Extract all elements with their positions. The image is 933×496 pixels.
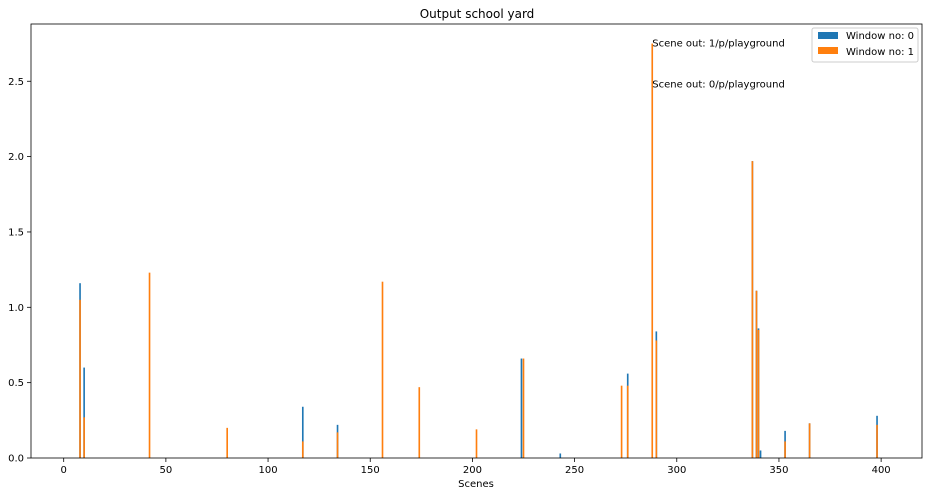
bar-window-1 bbox=[148, 272, 151, 458]
bar-window-1 bbox=[226, 427, 229, 458]
bar-window-1 bbox=[784, 441, 786, 458]
y-tick-label: 2.0 bbox=[8, 152, 24, 163]
y-axis-ticks: 0.0 0.5 1.0 1.5 2.0 2.5 bbox=[8, 77, 31, 465]
y-tick-label: 1.0 bbox=[8, 303, 24, 314]
x-tick-label: 250 bbox=[565, 465, 584, 476]
bar-window-1 bbox=[381, 281, 384, 458]
x-axis-ticks: 0 50 100 150 200 250 300 350 400 bbox=[61, 458, 891, 476]
bar-window-1 bbox=[620, 385, 623, 458]
x-tick-label: 150 bbox=[361, 465, 380, 476]
plot-frame bbox=[30, 23, 923, 459]
bar-window-0 bbox=[83, 367, 85, 458]
legend-label-window-0: Window no: 0 bbox=[846, 31, 914, 42]
scene-out-annotation: Scene out: 0/p/playground bbox=[652, 79, 785, 90]
bar-window-1 bbox=[83, 417, 85, 458]
bars bbox=[79, 43, 878, 459]
bar-window-1 bbox=[751, 161, 754, 458]
legend-swatch-window-1 bbox=[818, 47, 838, 54]
bar-window-1 bbox=[755, 290, 758, 458]
x-tick-label: 0 bbox=[61, 465, 67, 476]
bar-window-1 bbox=[808, 423, 811, 458]
annotations: Scene out: 1/p/playground Scene out: 0/p/… bbox=[652, 39, 785, 91]
x-tick-label: 200 bbox=[463, 465, 482, 476]
legend-swatch-window-0 bbox=[818, 32, 838, 39]
x-tick-label: 300 bbox=[667, 465, 686, 476]
legend-label-window-1: Window no: 1 bbox=[846, 47, 914, 58]
bar-window-1 bbox=[475, 429, 478, 458]
bar-window-1 bbox=[301, 441, 304, 458]
bar-window-1 bbox=[876, 424, 878, 458]
bar-window-1 bbox=[522, 358, 525, 458]
bar-window-1 bbox=[79, 299, 81, 458]
bar-window-0 bbox=[559, 453, 562, 458]
legend-box bbox=[811, 27, 919, 63]
x-tick-label: 100 bbox=[259, 465, 278, 476]
y-tick-label: 2.5 bbox=[8, 77, 24, 88]
bar-window-0 bbox=[759, 450, 762, 458]
bar-window-1 bbox=[757, 329, 760, 458]
y-tick-label: 0.0 bbox=[8, 454, 24, 465]
x-tick-label: 50 bbox=[160, 465, 173, 476]
bar-window-1 bbox=[655, 340, 658, 458]
bar-window-0 bbox=[301, 406, 304, 458]
bar-window-1 bbox=[418, 387, 421, 458]
x-tick-label: 350 bbox=[769, 465, 788, 476]
y-tick-label: 1.5 bbox=[8, 227, 24, 238]
legend: Window no: 0 Window no: 1 bbox=[811, 27, 919, 63]
y-tick-label: 0.5 bbox=[8, 378, 24, 389]
bar-window-1 bbox=[651, 43, 654, 459]
bar-window-0 bbox=[520, 358, 523, 458]
x-tick-label: 400 bbox=[872, 465, 891, 476]
x-axis-label: Scenes bbox=[458, 479, 494, 490]
bar-window-1 bbox=[626, 385, 629, 458]
bar-window-1 bbox=[336, 432, 339, 458]
scene-out-annotation: Scene out: 1/p/playground bbox=[652, 39, 785, 50]
chart-title: Output school yard bbox=[420, 7, 535, 21]
